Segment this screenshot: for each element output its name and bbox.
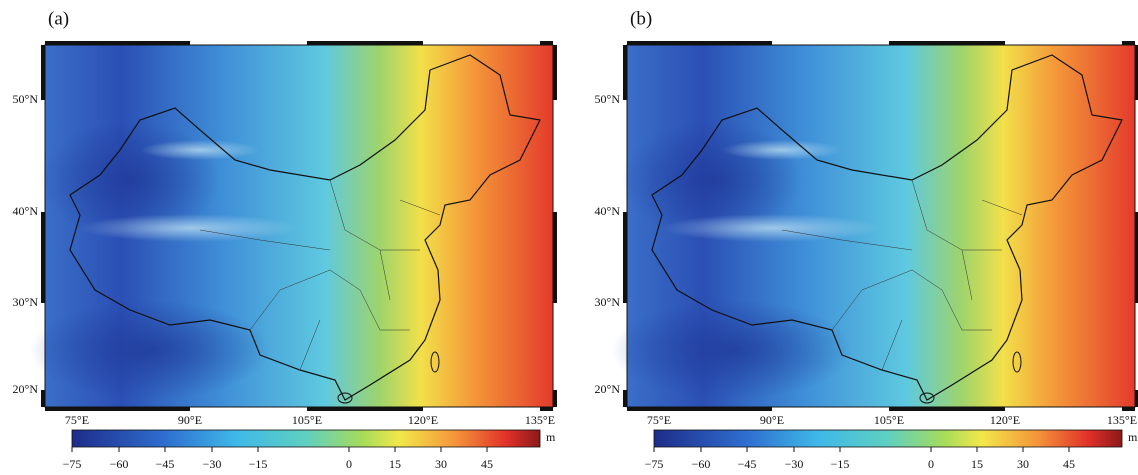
frame-tick (1135, 390, 1138, 407)
colorbar-tick-label: 0 (346, 457, 352, 471)
frame-tick (1122, 407, 1135, 411)
lon-label: 120°E (990, 413, 1020, 427)
frame-tick (45, 41, 190, 45)
colorbar-unit: m (546, 430, 556, 444)
lon-label: 90°E (178, 413, 202, 427)
lat-label: 50°N (595, 92, 621, 106)
province-border (199, 179, 441, 371)
province-border (781, 179, 1023, 371)
colorbar-tick-label: −30 (203, 457, 222, 471)
frame-tick (540, 41, 553, 45)
panel-label: (b) (630, 8, 652, 29)
ridge (140, 140, 260, 160)
lat-label: 30°N (595, 295, 621, 309)
colorbar-tick-label: −60 (692, 457, 711, 471)
lat-label: 40°N (595, 204, 621, 218)
lon-label: 105°E (292, 413, 322, 427)
frame-tick (889, 407, 1005, 411)
frame-tick (553, 212, 557, 303)
frame-tick (307, 41, 423, 45)
frame-tick (623, 390, 627, 407)
colorbar-tick-label: −15 (249, 457, 268, 471)
colorbar-tick-label: −60 (110, 457, 129, 471)
frame-tick (41, 212, 45, 303)
map-panel: (b) 50°N 40°N 30°N 20°N 75°E 90°E 105°E 120°E 135… (595, 8, 1138, 471)
taiwan (430, 351, 440, 373)
colorbar-tick-label: 45 (1063, 457, 1075, 471)
colorbar-tick-label: −30 (785, 457, 804, 471)
lat-label: 20°N (13, 382, 39, 396)
country-border (69, 54, 541, 401)
frame-tick (1135, 212, 1138, 303)
ridge (722, 140, 842, 160)
lon-label: 75°E (647, 413, 671, 427)
frame-tick (540, 407, 553, 411)
ridge (662, 214, 882, 242)
hainan (919, 392, 935, 404)
frame-tick (41, 45, 45, 100)
taiwan (1012, 351, 1022, 373)
lat-label: 30°N (13, 295, 39, 309)
lon-label: 135°E (525, 413, 555, 427)
frame-tick (623, 212, 627, 303)
lat-label: 50°N (13, 92, 39, 106)
colorbar-tick-label: 45 (481, 457, 493, 471)
frame-tick (1135, 45, 1138, 100)
colorbar-tick-label: −15 (831, 457, 850, 471)
colorbar-tick-label: 0 (928, 457, 934, 471)
low-region (30, 300, 270, 400)
panel-label: (a) (48, 8, 69, 29)
lon-label: 120°E (408, 413, 438, 427)
country-border (651, 54, 1123, 401)
frame-tick (41, 390, 45, 407)
colorbar-tick-label: 30 (1017, 457, 1029, 471)
frame-tick (553, 45, 557, 100)
colorbar-tick-label: −75 (645, 457, 664, 471)
map-panel: (a) 50°N 40°N 30°N 20°N 75°E 90°E 105°E 120°E 135… (13, 8, 557, 471)
colorbar (653, 429, 1123, 448)
lat-label: 20°N (595, 382, 621, 396)
frame-tick (623, 45, 627, 100)
frame-tick (307, 407, 423, 411)
frame-tick (45, 407, 190, 411)
frame-tick (553, 390, 557, 407)
colorbar-tick-label: 15 (389, 457, 401, 471)
ridge (80, 214, 300, 242)
frame-tick (1122, 41, 1135, 45)
colorbar-tick-label: 15 (971, 457, 983, 471)
colorbar-tick-label: −45 (156, 457, 175, 471)
frame-tick (889, 41, 1005, 45)
colorbar-unit: m (1128, 430, 1138, 444)
colorbar-tick-label: 30 (435, 457, 447, 471)
hainan (337, 392, 353, 404)
lat-label: 40°N (13, 204, 39, 218)
lon-label: 75°E (65, 413, 89, 427)
lon-label: 90°E (760, 413, 784, 427)
low-region (612, 300, 852, 400)
lon-label: 105°E (874, 413, 904, 427)
lon-label: 135°E (1107, 413, 1137, 427)
colorbar (71, 429, 541, 448)
colorbar-tick-label: −45 (738, 457, 757, 471)
frame-tick (627, 41, 772, 45)
colorbar-tick-label: −75 (63, 457, 82, 471)
frame-tick (627, 407, 772, 411)
